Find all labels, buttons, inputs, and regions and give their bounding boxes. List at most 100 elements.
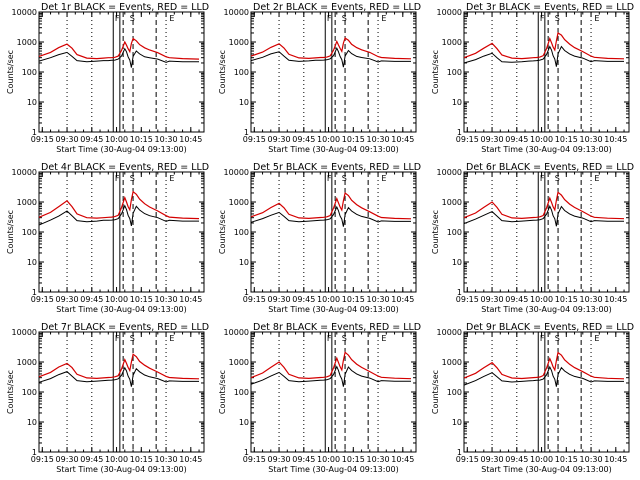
- marker-label: S: [342, 174, 347, 183]
- x-tick-label: 10:15: [342, 135, 365, 144]
- y-axis-label: Counts/sec: [218, 50, 227, 94]
- events-series-line: [463, 45, 624, 67]
- y-tick-label: 10: [239, 258, 249, 267]
- x-tick-label: 10:00: [105, 295, 128, 304]
- marker-label: F: [115, 14, 120, 23]
- y-tick-label: 1: [244, 288, 249, 297]
- x-axis-label: Start Time (30-Aug-04 09:13:00): [56, 305, 187, 314]
- x-tick-label: 10:45: [391, 295, 414, 304]
- x-tick-label: 10:45: [604, 295, 627, 304]
- x-tick-label: 09:30: [268, 135, 291, 144]
- marker-label: F: [327, 14, 332, 23]
- x-axis-label: Start Time (30-Aug-04 09:13:00): [268, 465, 399, 474]
- x-tick-label: 10:45: [604, 455, 627, 464]
- y-tick-label: 100: [234, 388, 249, 397]
- x-tick-label: 10:00: [530, 135, 553, 144]
- y-axis-label: Counts/sec: [431, 370, 440, 414]
- x-axis-label: Start Time (30-Aug-04 09:13:00): [268, 145, 399, 154]
- y-axis-label: Counts/sec: [218, 370, 227, 414]
- y-tick-label: 10: [27, 98, 37, 107]
- x-tick-label: 09:15: [456, 135, 479, 144]
- lld-series-line: [250, 191, 412, 220]
- plot-frame: [463, 331, 630, 453]
- x-tick-label: 09:15: [31, 135, 54, 144]
- y-tick-label: 1: [457, 448, 462, 457]
- x-tick-label: 10:30: [367, 135, 390, 144]
- marker-label: F: [540, 14, 545, 23]
- plot-frame: [250, 331, 417, 453]
- marker-label: F: [540, 334, 545, 343]
- x-tick-label: 10:15: [130, 455, 153, 464]
- panel-title: Det 1r BLACK = Events, RED = LLD: [41, 2, 209, 13]
- x-tick-label: 10:30: [155, 135, 178, 144]
- plot-frame: [250, 11, 417, 133]
- lld-series-line: [250, 37, 412, 60]
- y-tick-label: 10: [452, 98, 462, 107]
- y-tick-label: 1000: [17, 358, 37, 367]
- y-tick-label: 10000: [224, 8, 249, 17]
- plot-frame: [463, 11, 630, 133]
- plot-frame: [38, 331, 205, 453]
- y-axis-label: Counts/sec: [6, 210, 15, 254]
- x-axis-label: Start Time (30-Aug-04 09:13:00): [481, 145, 612, 154]
- y-tick-label: 1000: [442, 358, 462, 367]
- x-tick-label: 09:30: [268, 455, 291, 464]
- x-tick-label: 10:30: [580, 455, 603, 464]
- y-tick-label: 10000: [437, 8, 462, 17]
- x-tick-label: 10:15: [555, 295, 578, 304]
- x-tick-label: 10:45: [604, 135, 627, 144]
- marker-label: S: [555, 174, 560, 183]
- events-series-line: [38, 204, 199, 227]
- y-tick-label: 1: [32, 448, 37, 457]
- y-tick-label: 100: [22, 388, 37, 397]
- y-tick-label: 1: [32, 128, 37, 137]
- y-tick-label: 100: [234, 228, 249, 237]
- x-tick-label: 10:15: [342, 455, 365, 464]
- marker-label: E: [594, 334, 599, 343]
- marker-label: S: [130, 174, 135, 183]
- panel-title: Det 2r BLACK = Events, RED = LLD: [253, 2, 421, 13]
- panel-title: Det 8r BLACK = Events, RED = LLD: [253, 322, 421, 333]
- events-series-line: [38, 366, 199, 387]
- x-tick-label: 09:45: [292, 455, 315, 464]
- events-series-line: [250, 46, 411, 68]
- x-tick-label: 09:45: [505, 455, 528, 464]
- x-tick-label: 09:15: [31, 455, 54, 464]
- x-tick-label: 09:15: [31, 295, 54, 304]
- x-tick-label: 10:15: [555, 455, 578, 464]
- events-series-line: [38, 47, 199, 68]
- marker-label: F: [540, 174, 545, 183]
- x-tick-label: 09:15: [456, 455, 479, 464]
- x-tick-label: 10:30: [155, 455, 178, 464]
- marker-label: S: [130, 334, 135, 343]
- x-tick-label: 10:00: [105, 135, 128, 144]
- y-tick-label: 1000: [229, 358, 249, 367]
- lld-series-line: [38, 190, 200, 220]
- marker-label: F: [327, 334, 332, 343]
- x-tick-label: 09:30: [56, 455, 79, 464]
- marker-label: E: [169, 334, 174, 343]
- plot-frame: [38, 11, 205, 133]
- x-tick-label: 09:30: [481, 455, 504, 464]
- x-tick-label: 10:00: [530, 295, 553, 304]
- marker-label: E: [381, 14, 386, 23]
- x-tick-label: 09:45: [80, 135, 103, 144]
- x-tick-label: 10:15: [130, 295, 153, 304]
- x-tick-label: 10:45: [179, 295, 202, 304]
- marker-label: E: [169, 14, 174, 23]
- y-tick-label: 1000: [17, 198, 37, 207]
- x-axis-label: Start Time (30-Aug-04 09:13:00): [481, 465, 612, 474]
- marker-label: F: [327, 174, 332, 183]
- x-tick-label: 09:15: [243, 455, 266, 464]
- x-axis-label: Start Time (30-Aug-04 09:13:00): [268, 305, 399, 314]
- y-tick-label: 10: [239, 418, 249, 427]
- x-tick-label: 09:30: [56, 295, 79, 304]
- events-series-line: [250, 205, 411, 227]
- x-tick-label: 10:15: [342, 295, 365, 304]
- y-tick-label: 1: [457, 128, 462, 137]
- events-series-line: [463, 365, 624, 387]
